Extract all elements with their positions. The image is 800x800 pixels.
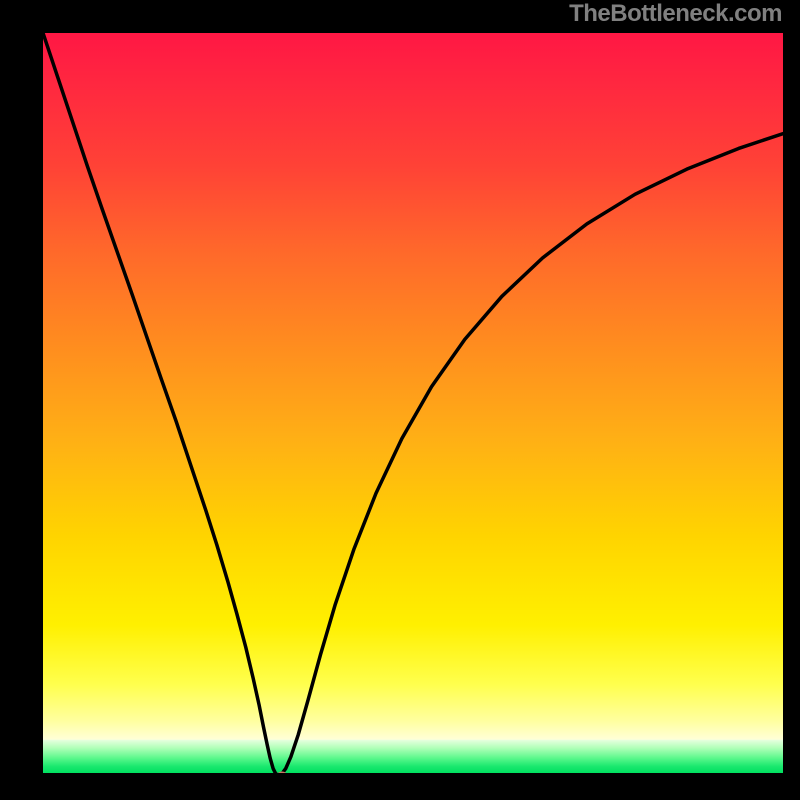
gradient-background — [43, 33, 783, 773]
watermark-text: TheBottleneck.com — [569, 0, 782, 28]
chart-svg — [43, 33, 783, 773]
plot-area — [43, 33, 783, 773]
green-band — [43, 740, 783, 773]
